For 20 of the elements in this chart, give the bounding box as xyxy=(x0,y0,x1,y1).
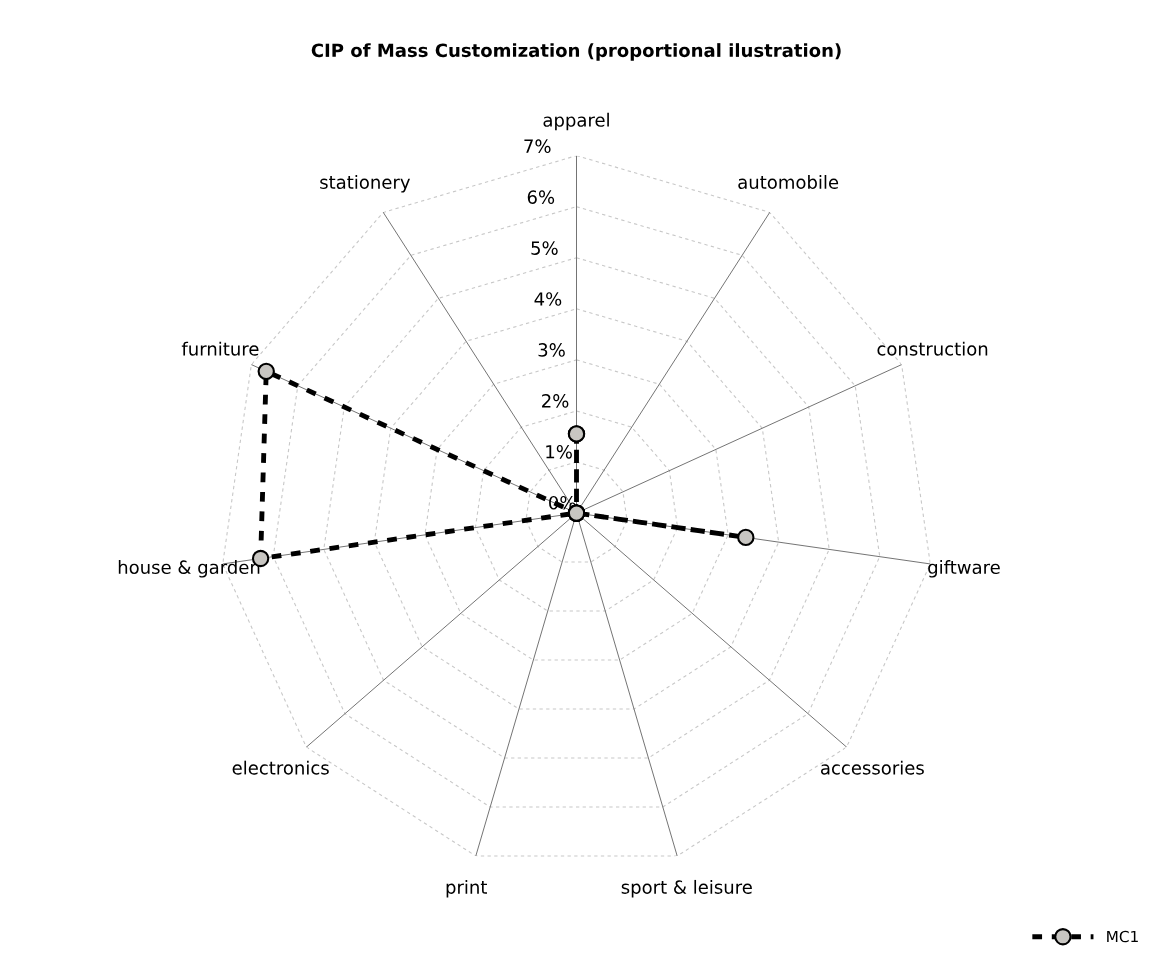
spoke-label: print xyxy=(446,879,487,898)
legend-label: MC1 xyxy=(1107,930,1138,943)
spoke-label: furniture xyxy=(181,341,259,356)
spoke-label: sport & leisure xyxy=(621,879,752,898)
y-tick-label: 6% xyxy=(527,190,555,204)
y-tick-label: 5% xyxy=(531,241,558,255)
spoke-label: giftware xyxy=(928,560,1000,578)
spoke-label: construction xyxy=(877,341,988,356)
spoke-label: apparel xyxy=(543,112,609,131)
y-tick-label: 2% xyxy=(542,394,569,408)
spoke-label: automobile xyxy=(738,175,839,189)
y-tick-label: 3% xyxy=(538,343,565,357)
y-tick-label: 4% xyxy=(534,292,562,306)
spoke-label: electronics xyxy=(232,760,329,775)
spoke-label: stationery xyxy=(320,175,410,193)
y-tick-label: 7% xyxy=(524,139,551,154)
chart-title: CIP of Mass Customization (proportional ilustration) xyxy=(311,43,841,61)
y-tick-label: 1% xyxy=(546,444,572,459)
spoke-label: house & garden xyxy=(118,560,260,578)
spoke-label: accessories xyxy=(821,760,924,775)
